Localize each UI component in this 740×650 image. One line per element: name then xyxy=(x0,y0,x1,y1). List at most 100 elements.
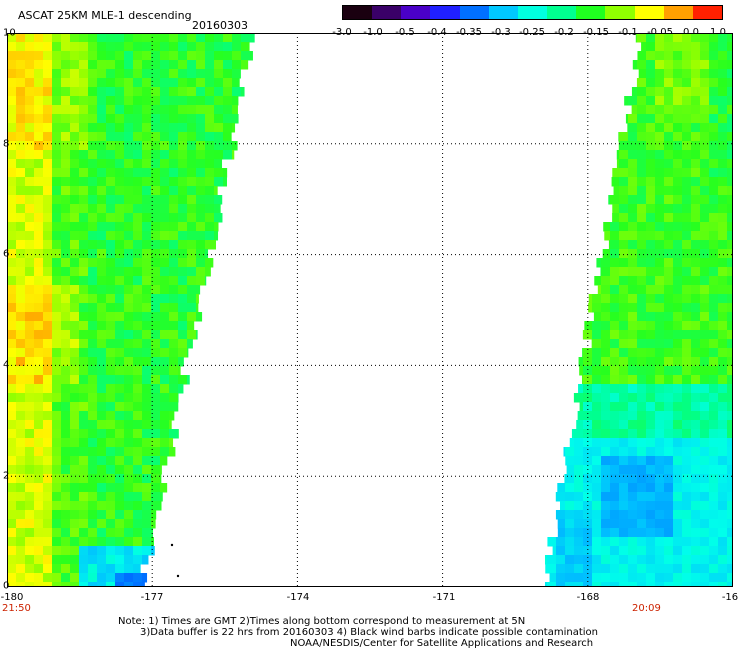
swath-cell xyxy=(61,195,71,205)
swath-cell xyxy=(709,384,719,394)
swath-cell xyxy=(151,60,161,70)
swath-cell xyxy=(592,492,602,502)
swath-cell xyxy=(7,231,17,241)
lon-tick-label: -171 xyxy=(432,592,456,603)
swath-cell xyxy=(583,420,593,430)
lon-tick-label: -174 xyxy=(286,592,310,603)
swath-cell xyxy=(566,465,575,475)
swath-cell xyxy=(88,222,98,232)
swath-cell xyxy=(61,42,71,52)
swath-cell xyxy=(151,528,154,538)
swath-cell xyxy=(79,537,89,547)
swath-cell xyxy=(637,240,647,250)
swath-cell xyxy=(142,474,152,484)
swath-cell xyxy=(619,132,629,142)
swath-cell xyxy=(205,150,215,160)
swath-cell xyxy=(673,447,683,457)
swath-cell xyxy=(664,384,674,394)
swath-cell xyxy=(52,510,62,520)
swath-cell xyxy=(205,42,215,52)
swath-cell xyxy=(79,69,89,79)
swath-cell xyxy=(43,375,53,385)
swath-cell xyxy=(718,465,728,475)
swath-cell xyxy=(106,348,116,358)
swath-cell xyxy=(160,276,170,286)
swath-cell xyxy=(718,456,728,466)
swath-cell xyxy=(628,258,638,268)
swath-cell xyxy=(556,564,566,574)
swath-cell xyxy=(205,105,215,115)
swath-cell xyxy=(631,87,638,97)
swath-cell xyxy=(151,96,161,106)
swath-cell xyxy=(61,393,71,403)
swath-cell xyxy=(664,96,674,106)
swath-cell xyxy=(43,51,53,61)
swath-cell xyxy=(106,537,116,547)
swath-cell xyxy=(232,69,241,79)
swath-cell xyxy=(700,294,710,304)
swath-cell xyxy=(727,249,733,259)
swath-cell xyxy=(43,141,53,151)
swath-cell xyxy=(7,33,17,43)
swath-cell xyxy=(610,375,620,385)
swath-cell xyxy=(7,384,17,394)
swath-cell xyxy=(142,105,152,115)
swath-cell xyxy=(16,465,26,475)
swath-cell xyxy=(169,132,179,142)
swath-cell xyxy=(619,303,629,313)
swath-cell xyxy=(79,294,89,304)
swath-cell xyxy=(16,357,26,367)
swath-cell xyxy=(115,411,125,421)
swath-cell xyxy=(16,150,26,160)
swath-cell xyxy=(88,276,98,286)
swath-cell xyxy=(133,303,143,313)
swath-cell xyxy=(718,348,728,358)
swath-cell xyxy=(79,465,89,475)
swath-cell xyxy=(133,78,143,88)
swath-cell xyxy=(142,213,152,223)
swath-cell xyxy=(79,555,89,565)
swath-cell xyxy=(34,276,44,286)
swath-cell xyxy=(718,366,728,376)
swath-cell xyxy=(625,114,629,124)
swath-cell xyxy=(718,312,728,322)
swath-cell xyxy=(646,33,656,43)
swath-cell xyxy=(97,384,107,394)
swath-cell xyxy=(709,78,719,88)
swath-cell xyxy=(655,384,665,394)
swath-cell xyxy=(16,231,26,241)
swath-cell xyxy=(601,474,611,484)
swath-cell xyxy=(115,51,125,61)
swath-cell xyxy=(79,492,89,502)
swath-cell xyxy=(142,357,152,367)
swath-cell xyxy=(169,447,176,457)
swath-cell xyxy=(232,87,242,97)
swath-cell xyxy=(88,465,98,475)
swath-cell xyxy=(718,51,728,61)
swath-cell xyxy=(691,69,701,79)
swath-cell xyxy=(205,231,215,241)
swath-cell xyxy=(61,510,71,520)
swath-cell xyxy=(619,447,629,457)
swath-cell xyxy=(592,348,602,358)
swath-cell xyxy=(223,168,228,178)
lat-tick-label: 2 xyxy=(3,470,10,482)
swath-cell xyxy=(673,303,683,313)
swath-cell xyxy=(61,276,71,286)
swath-cell xyxy=(88,141,98,151)
swath-cell xyxy=(43,582,53,587)
swath-cell xyxy=(88,177,98,187)
swath-cell xyxy=(691,438,701,448)
swath-cell xyxy=(682,123,692,133)
swath-cell xyxy=(70,60,80,70)
swath-cell xyxy=(250,51,253,61)
swath-cell xyxy=(601,357,611,367)
swath-cell xyxy=(646,69,656,79)
swath-cell xyxy=(727,276,733,286)
swath-cell xyxy=(97,213,107,223)
swath-cell xyxy=(70,366,80,376)
swath-cell xyxy=(646,564,656,574)
swath-cell xyxy=(718,528,728,538)
swath-cell xyxy=(70,510,80,520)
swath-cell xyxy=(52,501,62,511)
